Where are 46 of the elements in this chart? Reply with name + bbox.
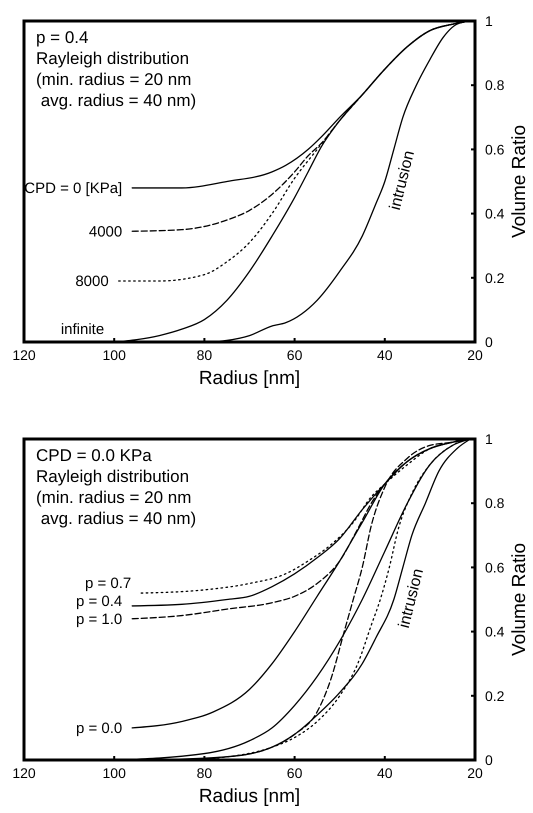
y-tick-label: 0.8 xyxy=(485,77,505,94)
y-axis-title: Volume Ratio xyxy=(509,124,530,238)
series-label: 4000 xyxy=(88,223,122,240)
x-tick-label: 20 xyxy=(467,765,483,781)
y-tick-label: 0.2 xyxy=(485,270,505,286)
x-tick-label: 120 xyxy=(12,765,36,781)
series-label: 8000 xyxy=(75,273,109,290)
series-label: p = 1.0 xyxy=(76,610,122,628)
x-tick-label: 100 xyxy=(102,347,126,363)
text: intrusion xyxy=(386,149,418,212)
series-label: CPD = 0 [KPa] xyxy=(24,180,122,197)
x-tick-label: 80 xyxy=(196,347,212,363)
y-axis-title: Volume Ratio xyxy=(509,542,530,656)
annotation: avg. radius = 40 nm) xyxy=(36,91,196,110)
annotation: (min. radius = 20 nm xyxy=(36,70,192,89)
y-tick-label: 0.6 xyxy=(485,141,505,158)
x-tick-label: 40 xyxy=(377,347,393,363)
annotation: avg. radius = 40 nm) xyxy=(36,509,196,528)
series-label: p = 0.4 xyxy=(76,592,122,610)
series-label: infinite xyxy=(60,321,104,338)
x-tick-label: 20 xyxy=(467,347,483,363)
series-label: p = 0.0 xyxy=(76,720,122,737)
annotation: Rayleigh distribution xyxy=(36,467,190,486)
x-tick-label: 80 xyxy=(196,765,212,781)
x-tick-label: 120 xyxy=(12,347,36,363)
y-tick-label: 0.8 xyxy=(485,495,505,512)
y-tick-label: 0 xyxy=(485,752,493,768)
annotation: (min. radius = 20 nm xyxy=(36,488,192,507)
y-tick-label: 0.4 xyxy=(485,624,505,640)
x-tick-label: 40 xyxy=(377,765,393,781)
annotation: p = 0.4 xyxy=(36,28,88,47)
y-tick-label: 0 xyxy=(485,334,493,350)
x-tick-label: 60 xyxy=(286,347,303,363)
x-axis-title: Radius [nm] xyxy=(198,786,300,807)
x-tick-label: 60 xyxy=(286,765,303,781)
text: intrusion xyxy=(396,567,428,630)
y-tick-label: 0.4 xyxy=(485,206,505,222)
y-tick-label: 1 xyxy=(485,431,493,447)
y-tick-label: 0.6 xyxy=(485,559,505,576)
annotation: CPD = 0.0 KPa xyxy=(36,446,152,465)
series-label: p = 0.7 xyxy=(84,574,132,592)
annotation: Rayleigh distribution xyxy=(36,49,190,68)
y-tick-label: 1 xyxy=(485,13,493,29)
y-tick-label: 0.2 xyxy=(485,688,505,704)
x-axis-title: Radius [nm] xyxy=(198,368,300,389)
x-tick-label: 100 xyxy=(102,765,126,781)
